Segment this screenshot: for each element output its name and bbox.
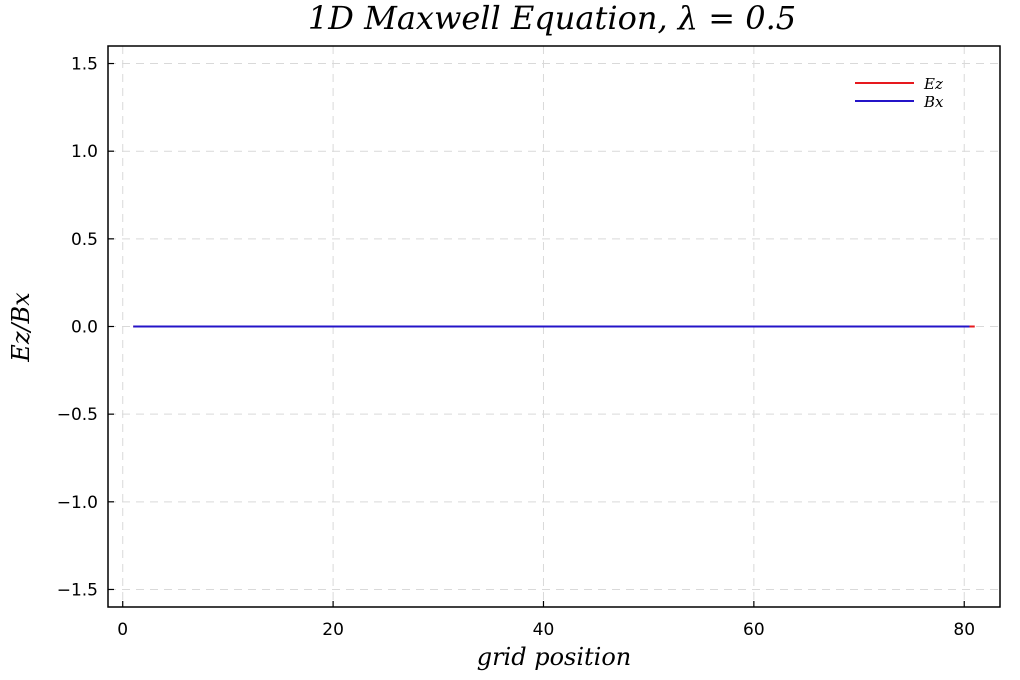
legend-label-bx: Bx (923, 93, 944, 111)
x-tick-label-3: 60 (743, 620, 765, 640)
y-tick-label-3: 0.0 (71, 318, 98, 338)
y-axis-title-text: Ez/Bx (7, 292, 35, 363)
y-tick-label-4: 0.5 (71, 230, 98, 250)
chart-title-text: 1D Maxwell Equation, λ = 0.5 (308, 0, 796, 37)
y-axis-title: Ez/Bx (7, 292, 35, 363)
legend: Ez Bx (855, 75, 944, 111)
y-tick-label-0: −1.5 (57, 580, 98, 600)
x-tick-label-4: 80 (953, 620, 975, 640)
x-tick-label-1: 20 (322, 620, 344, 640)
x-tick-label-2: 40 (533, 620, 555, 640)
legend-label-ez: Ez (923, 75, 943, 93)
y-tick-label-5: 1.0 (71, 142, 98, 162)
tick-layer: 0 20 40 60 80 −1.5 −1.0 −0.5 0.0 0.5 1.0 1.5 (57, 55, 975, 640)
y-tick-label-2: −0.5 (57, 405, 98, 425)
y-tick-label-6: 1.5 (71, 55, 98, 75)
x-axis-title: grid position (477, 643, 632, 671)
x-tick-label-0: 0 (117, 620, 128, 640)
y-tick-label-1: −1.0 (57, 493, 98, 513)
chart-title: 1D Maxwell Equation, λ = 0.5 (308, 0, 796, 37)
